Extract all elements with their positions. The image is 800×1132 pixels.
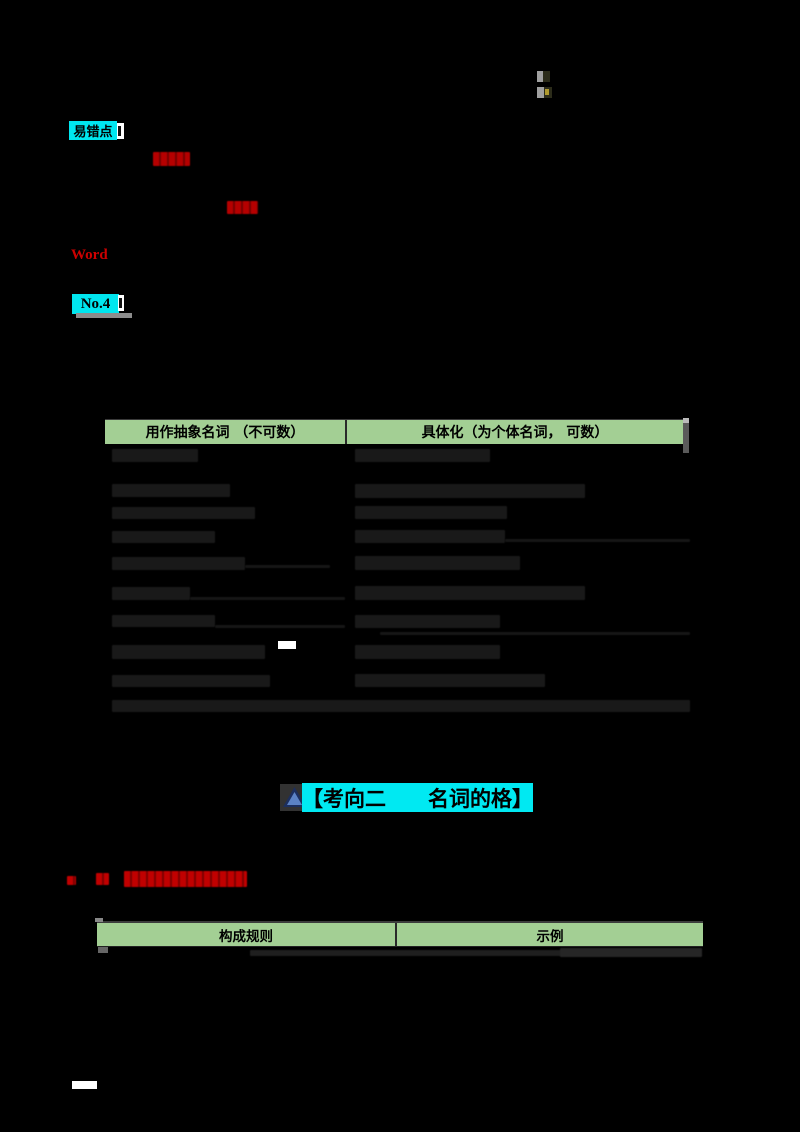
redacted-text-bar xyxy=(112,484,230,497)
redacted-text-bar xyxy=(215,625,345,628)
possessive-header-right: 示例 xyxy=(536,928,564,945)
section-heading: 【考向二 名词的格】 xyxy=(302,783,533,812)
redacted-red-text xyxy=(96,873,109,885)
redacted-text-bar xyxy=(560,948,702,957)
redacted-red-text xyxy=(227,201,258,214)
possessive-header-left: 构成规则 xyxy=(97,923,397,946)
redacted-text-bar xyxy=(250,950,700,956)
partial-char-sliver xyxy=(118,295,124,311)
white-dash-mark xyxy=(72,1081,97,1089)
table-edge-shadow xyxy=(683,418,689,453)
redacted-text-bar xyxy=(355,645,500,659)
word-red-label: Word xyxy=(71,247,108,263)
redacted-text-bar xyxy=(355,556,520,570)
redacted-text-bar xyxy=(112,587,190,600)
redacted-text-bar xyxy=(505,539,690,542)
redacted-text-bar xyxy=(112,615,215,627)
partial-char-sliver xyxy=(117,123,124,139)
redacted-text-bar xyxy=(112,645,265,659)
redacted-red-text xyxy=(153,152,190,166)
abstract-noun-header-right: 具体化（为个体名词， 可数） xyxy=(421,425,609,441)
section-heading-text: 【考向二 名词的格】 xyxy=(302,786,533,811)
redacted-text-bar xyxy=(355,506,507,519)
redacted-text-bar xyxy=(190,597,345,600)
white-dash-mark xyxy=(278,641,296,649)
blue-triangle-icon xyxy=(283,787,306,807)
redacted-text-bar xyxy=(112,531,215,543)
redacted-text-bar xyxy=(112,449,198,462)
redacted-text-bar xyxy=(112,507,255,519)
redacted-text-bar xyxy=(112,557,245,570)
glyph-fragment-icon xyxy=(545,89,550,95)
gray-underline-mark xyxy=(76,313,132,318)
possessive-table-header: 构成规则 示例 xyxy=(97,921,703,947)
header-mark-top-icon xyxy=(537,71,550,82)
redacted-text-bar xyxy=(355,586,585,600)
error-point-badge: 易错点 xyxy=(69,121,117,140)
glyph-fragment-icon xyxy=(119,298,122,308)
no4-badge: No.4 xyxy=(72,294,119,314)
redacted-red-text xyxy=(67,876,76,885)
redacted-text-bar xyxy=(112,700,690,712)
redacted-text-bar xyxy=(355,674,545,687)
glyph-fragment-icon xyxy=(118,126,121,136)
redacted-text-bar xyxy=(355,484,585,498)
no4-label: No.4 xyxy=(80,295,111,312)
redacted-text-bar xyxy=(355,449,490,462)
abstract-noun-table-header: 用作抽象名词 （不可数） 具体化（为个体名词， 可数） xyxy=(105,419,683,444)
gray-underline-mark xyxy=(98,947,108,953)
redacted-text-bar xyxy=(355,615,500,628)
glyph-fragment-icon xyxy=(542,71,550,82)
abstract-noun-header-left: 用作抽象名词 （不可数） xyxy=(105,420,347,444)
redacted-text-bar xyxy=(355,530,505,543)
header-mark-bottom-icon xyxy=(537,87,552,98)
gray-underline-mark xyxy=(95,918,103,922)
error-point-label: 易错点 xyxy=(73,125,113,140)
redacted-text-bar xyxy=(112,675,270,687)
redacted-red-text xyxy=(124,871,247,887)
redacted-text-bar xyxy=(245,565,330,568)
redacted-text-bar xyxy=(380,632,690,635)
